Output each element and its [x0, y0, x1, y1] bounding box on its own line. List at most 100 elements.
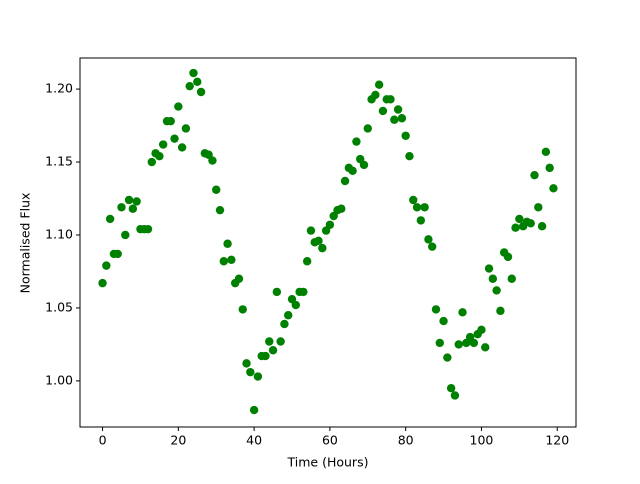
point [128, 204, 138, 213]
point [492, 286, 501, 295]
point [242, 359, 251, 368]
point [435, 338, 444, 348]
point [488, 274, 498, 283]
point [98, 278, 107, 288]
x-axis-label: Time (Hours) [287, 455, 369, 470]
point [496, 306, 505, 316]
point [158, 140, 168, 149]
point [443, 353, 452, 362]
point [253, 372, 263, 381]
point [181, 124, 191, 133]
x-tick-label: 40 [246, 433, 262, 448]
point [397, 114, 407, 123]
point [534, 203, 543, 212]
point [223, 239, 232, 248]
point [227, 255, 236, 264]
point [325, 220, 335, 229]
point [503, 252, 513, 262]
point [246, 367, 255, 377]
point [526, 219, 535, 228]
point [481, 343, 490, 352]
point [117, 203, 126, 212]
point [102, 261, 111, 270]
x-tick-label: 80 [398, 433, 414, 448]
point [132, 197, 141, 206]
point [302, 257, 312, 266]
point [337, 204, 346, 213]
point [374, 80, 384, 89]
point [412, 203, 422, 212]
point [276, 337, 285, 346]
y-tick-label: 1.15 [45, 154, 73, 169]
x-tick-label: 0 [99, 433, 107, 448]
point [113, 249, 122, 259]
point [306, 226, 316, 235]
y-tick-label: 1.00 [45, 372, 73, 387]
point [424, 235, 433, 244]
point [284, 311, 293, 320]
x-tick-label: 60 [322, 433, 338, 448]
point [439, 316, 448, 326]
point [477, 325, 486, 335]
point [511, 223, 520, 232]
point [272, 287, 282, 297]
point [401, 131, 410, 140]
point [265, 337, 274, 346]
y-axis-label: Normalised Flux [18, 193, 33, 294]
point [545, 163, 554, 173]
point [390, 115, 399, 124]
point [363, 124, 372, 133]
point [537, 222, 547, 231]
y-tick-label: 1.05 [45, 299, 73, 314]
point [261, 351, 270, 361]
point [428, 242, 437, 251]
point [318, 243, 327, 253]
point [378, 106, 388, 116]
point [431, 305, 441, 314]
point [291, 300, 300, 310]
point [393, 105, 403, 114]
point [530, 170, 539, 180]
point [234, 274, 244, 283]
point [249, 405, 259, 415]
point [299, 287, 308, 297]
point [268, 346, 278, 355]
point [549, 184, 558, 193]
point [208, 156, 217, 165]
point [121, 230, 130, 240]
y-tick-label: 1.20 [45, 81, 73, 96]
point [371, 90, 380, 100]
point [340, 176, 350, 186]
x-tick-label: 120 [545, 433, 569, 448]
point [189, 68, 198, 78]
point [196, 87, 206, 97]
point [170, 134, 179, 143]
point [348, 166, 357, 175]
point [105, 214, 115, 224]
point [193, 77, 202, 86]
point [280, 319, 289, 329]
point [212, 185, 221, 194]
point [386, 95, 395, 104]
x-tick-label: 100 [470, 433, 494, 448]
point [359, 160, 369, 170]
point [215, 205, 225, 215]
point [507, 274, 516, 283]
point [454, 340, 463, 349]
point [238, 305, 247, 314]
point [420, 203, 429, 212]
point [469, 338, 479, 348]
point [314, 236, 323, 246]
point [450, 391, 460, 400]
point [185, 81, 194, 91]
point [166, 116, 175, 126]
point [352, 137, 361, 146]
x-tick-label: 20 [170, 433, 186, 448]
point [143, 224, 153, 234]
point [458, 308, 467, 317]
point [155, 151, 164, 161]
point [147, 157, 157, 167]
point [405, 151, 414, 161]
point [174, 102, 183, 111]
